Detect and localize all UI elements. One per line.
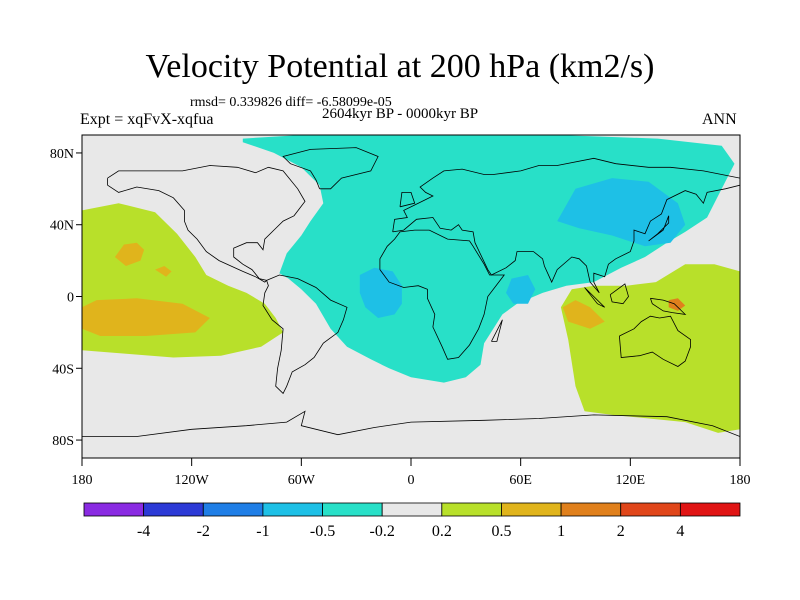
colorbar-label: -1 [256, 523, 269, 540]
coastline-3 [379, 229, 506, 360]
colorbar-label: 0.2 [432, 523, 452, 540]
period-label: 2604kyr BP - 0000kyr BP [322, 106, 479, 122]
y-tick-label: 80S [52, 434, 74, 449]
colorbar-label: 1 [557, 523, 565, 540]
contour-region-2 [506, 275, 536, 304]
colorbar-swatch [143, 502, 204, 517]
coastline-8 [609, 283, 629, 305]
contour-region-10 [668, 298, 686, 311]
x-tick-label: 180 [72, 473, 93, 488]
coastline-10 [399, 191, 416, 208]
colorbar-label: 4 [676, 523, 684, 540]
colorbar-swatch [620, 502, 681, 517]
coastline-6 [650, 297, 687, 315]
contour-region-5 [560, 264, 740, 433]
coastline-12 [82, 410, 740, 437]
contour-region-8 [82, 298, 210, 336]
x-tick-label: 60E [509, 473, 532, 488]
coastline-0 [107, 165, 306, 283]
y-tick-label: 40S [52, 362, 74, 377]
colorbar: -4 -2 -1 -0.5 -0.2 0.2 0.5 1 2 4 [83, 502, 741, 540]
y-tick-label: 80N [50, 147, 74, 162]
rmsd-subtitle: rmsd= 0.339826 diff= -6.58099e-05 [190, 95, 392, 110]
contour-region-6 [114, 242, 145, 266]
contour-region-1 [359, 267, 402, 318]
colorbar-swatch [202, 502, 264, 517]
colorbar-swatch [83, 502, 145, 517]
x-tick-label: 180 [730, 473, 751, 488]
colorbar-swatch [381, 502, 443, 517]
x-axis-ticks: 180 120W 60W 0 60E 120E 180 [72, 458, 751, 488]
experiment-label: Expt = xqFvX-xqfua [80, 111, 214, 128]
colorbar-label: -0.2 [370, 523, 395, 540]
colorbar-swatch [501, 502, 562, 517]
colorbar-swatch [262, 502, 323, 517]
colorbar-label: -2 [197, 523, 210, 540]
contour-region-3 [557, 178, 686, 247]
x-tick-label: 120E [616, 473, 646, 488]
y-tick-label: 40N [50, 219, 74, 234]
y-tick-label: 0 [67, 291, 74, 306]
coastline-4 [392, 157, 740, 294]
contour-region-9 [562, 300, 605, 329]
colorbar-swatch [441, 502, 502, 517]
season-label: ANN [702, 111, 737, 128]
coastline-7 [584, 287, 605, 308]
coastline-9 [491, 319, 503, 342]
colorbar-label: 0.5 [491, 523, 511, 540]
colorbar-label: 2 [617, 523, 625, 540]
y-axis-ticks: 80N 40N 0 40S 80S [50, 147, 82, 449]
colorbar-swatch [679, 502, 741, 517]
colorbar-label: -4 [137, 523, 150, 540]
coastline-1 [262, 274, 348, 395]
contour-fill-layer [82, 135, 740, 433]
chart-title: Velocity Potential at 200 hPa (km2/s) [145, 48, 655, 85]
x-tick-label: 60W [288, 473, 316, 488]
x-tick-label: 0 [408, 473, 415, 488]
colorbar-swatch [322, 502, 383, 517]
coastline-11 [648, 215, 670, 242]
colorbar-label: -0.5 [310, 523, 335, 540]
colorbar-swatch [560, 502, 622, 517]
coastline-5 [619, 315, 691, 367]
coastline-2 [282, 147, 379, 190]
coastline-layer [82, 147, 740, 437]
contour-region-7 [155, 266, 172, 277]
x-tick-label: 120W [175, 473, 210, 488]
